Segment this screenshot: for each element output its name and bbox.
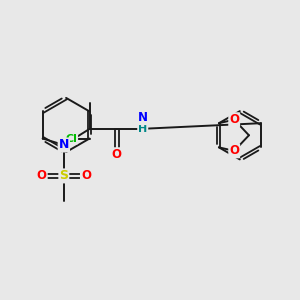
Text: O: O: [37, 169, 47, 182]
Text: O: O: [229, 144, 239, 158]
Text: O: O: [229, 113, 239, 126]
Text: H: H: [138, 124, 147, 134]
Text: N: N: [58, 139, 69, 152]
Text: S: S: [59, 169, 68, 182]
Text: N: N: [138, 111, 148, 124]
Text: Cl: Cl: [65, 134, 77, 143]
Text: O: O: [112, 148, 122, 161]
Text: O: O: [81, 169, 91, 182]
